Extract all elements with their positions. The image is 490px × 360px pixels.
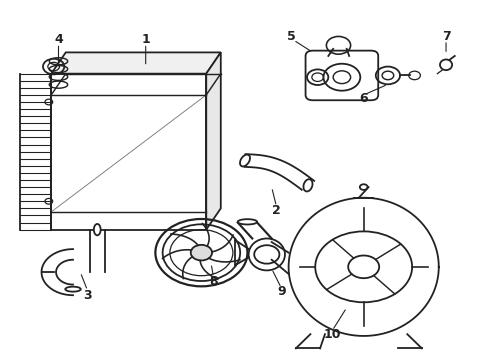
Text: 3: 3 (83, 289, 92, 302)
Ellipse shape (94, 224, 100, 235)
Polygon shape (51, 74, 206, 230)
Text: 8: 8 (209, 275, 218, 288)
Ellipse shape (440, 59, 452, 70)
Ellipse shape (238, 219, 257, 225)
Text: 5: 5 (287, 30, 295, 43)
Ellipse shape (240, 154, 250, 166)
Ellipse shape (303, 179, 313, 192)
Ellipse shape (65, 287, 81, 292)
FancyBboxPatch shape (306, 51, 378, 100)
Text: 2: 2 (272, 204, 281, 217)
Polygon shape (206, 53, 221, 230)
Text: 1: 1 (141, 33, 150, 46)
Circle shape (191, 245, 212, 260)
Text: 9: 9 (277, 285, 286, 298)
Ellipse shape (248, 238, 285, 270)
Text: 4: 4 (54, 33, 63, 46)
Text: 6: 6 (359, 92, 368, 105)
Polygon shape (51, 53, 221, 74)
Text: 10: 10 (323, 328, 341, 341)
Text: 7: 7 (441, 30, 450, 43)
